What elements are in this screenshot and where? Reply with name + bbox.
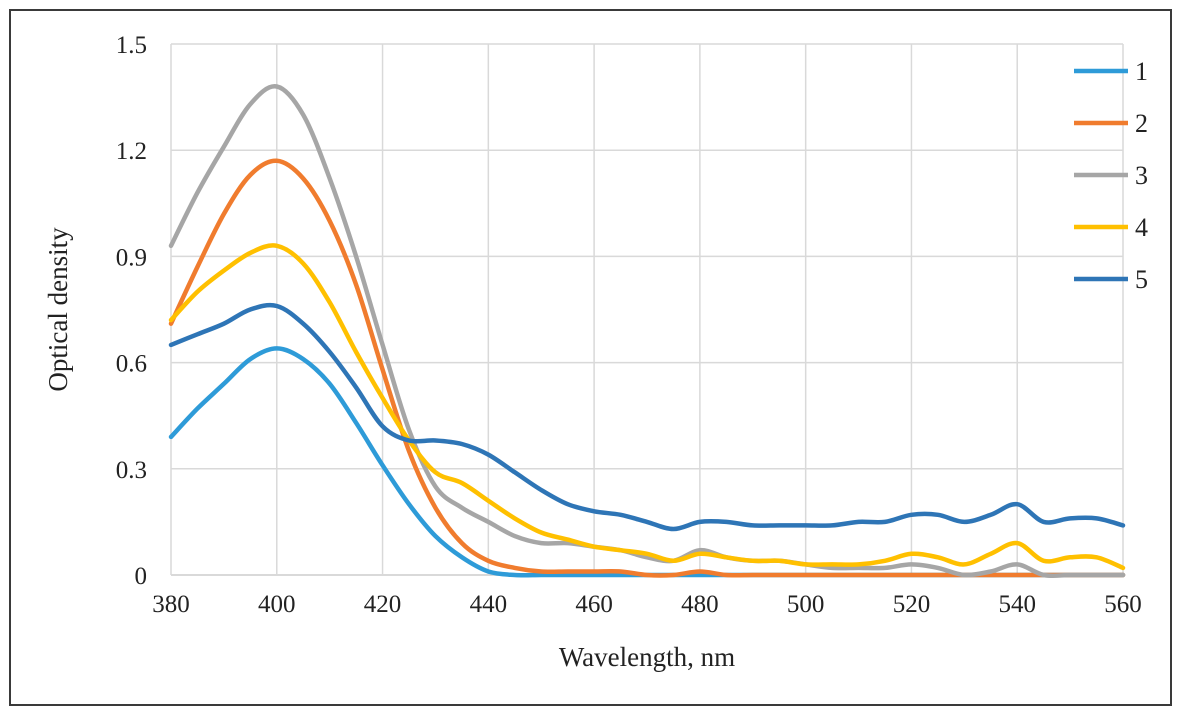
legend: 1 2 3 4 5 — [1074, 57, 1148, 294]
legend-label-3: 3 — [1135, 161, 1148, 190]
series-line-1 — [168, 346, 1126, 578]
x-tick-label: 560 — [1104, 591, 1142, 618]
series-lines — [168, 84, 1126, 579]
series-line-4 — [168, 243, 1126, 571]
y-tick-label: 0.9 — [116, 244, 147, 271]
x-tick-label: 480 — [681, 591, 719, 618]
legend-label-5: 5 — [1135, 265, 1148, 294]
tick-labels: 380 400 420 440 460 480 500 520 540 560 0 0.3 0.6 0.9… — [116, 32, 1142, 618]
y-axis-title: Optical density — [43, 227, 73, 392]
y-tick-label: 1.2 — [116, 138, 147, 165]
series-line-3 — [168, 84, 1126, 579]
series-line-5 — [168, 302, 1126, 532]
chart-frame: 380 400 420 440 460 480 500 520 540 560 0 0.3 0.6 0.9… — [9, 9, 1172, 706]
x-tick-label: 380 — [152, 591, 190, 618]
line-chart: 380 400 420 440 460 480 500 520 540 560 0 0.3 0.6 0.9… — [43, 32, 1148, 672]
x-tick-label: 540 — [998, 591, 1036, 618]
x-tick-label: 420 — [364, 591, 402, 618]
x-tick-label: 440 — [470, 591, 508, 618]
legend-label-4: 4 — [1135, 213, 1148, 242]
x-tick-label: 400 — [258, 591, 296, 618]
x-tick-label: 520 — [893, 591, 931, 618]
x-tick-label: 500 — [787, 591, 825, 618]
y-tick-label: 0 — [135, 563, 148, 590]
legend-label-2: 2 — [1135, 109, 1148, 138]
x-axis-title: Wavelength, nm — [559, 642, 735, 672]
x-tick-label: 460 — [575, 591, 613, 618]
y-tick-label: 1.5 — [116, 32, 147, 59]
grid-lines — [170, 43, 1124, 575]
legend-label-1: 1 — [1135, 57, 1148, 86]
y-tick-label: 0.3 — [116, 457, 147, 484]
y-tick-label: 0.6 — [116, 351, 147, 378]
